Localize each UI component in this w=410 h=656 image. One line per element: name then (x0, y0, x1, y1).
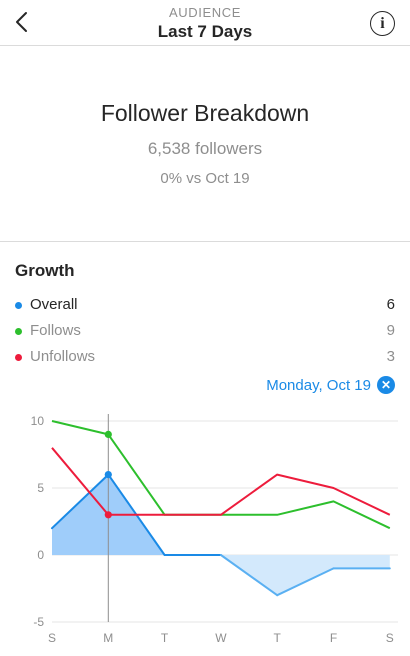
chevron-left-icon (16, 12, 27, 32)
x-tick-label: M (103, 631, 113, 645)
x-tick-label: F (330, 631, 337, 645)
selected-date-chip[interactable]: Monday, Oct 19 ✕ (266, 375, 395, 395)
info-icon: i (380, 14, 385, 32)
legend-row-follows[interactable]: Follows 9 (15, 320, 395, 342)
section-divider (0, 241, 410, 242)
header-title: Last 7 Days (157, 22, 253, 41)
comparison-text: 0% vs Oct 19 (160, 170, 250, 187)
follower-summary: Follower Breakdown 6,538 followers 0% vs… (0, 47, 410, 241)
overall-dot-icon (15, 302, 22, 309)
x-tick-label: S (386, 631, 394, 645)
follows-selected-point (104, 430, 112, 438)
legend-label-overall: Overall (30, 296, 78, 313)
overall-selected-point (104, 471, 112, 479)
legend-value-unfollows: 3 (386, 348, 395, 365)
overall-negative-area (220, 555, 390, 596)
x-tick-label: W (215, 631, 227, 645)
growth-title: Growth (15, 261, 75, 280)
overall-line-segment (276, 567, 335, 597)
header-subtitle: AUDIENCE (169, 5, 241, 20)
legend-row-overall[interactable]: Overall 6 (15, 294, 395, 316)
legend-value-follows: 9 (386, 322, 395, 339)
y-tick-label: 10 (31, 414, 45, 428)
legend-label-unfollows: Unfollows (30, 348, 96, 365)
y-tick-label: -5 (33, 615, 44, 629)
legend-value-overall: 6 (386, 296, 395, 313)
unfollows-selected-point (104, 511, 112, 519)
overall-line-segment (219, 554, 279, 597)
legend-label-follows: Follows (30, 322, 81, 339)
x-tick-label: T (274, 631, 282, 645)
unfollows-dot-icon (15, 354, 22, 361)
summary-title: Follower Breakdown (100, 100, 310, 126)
top-bar: AUDIENCE Last 7 Days i (0, 0, 410, 46)
y-tick-label: 0 (37, 548, 44, 562)
x-tick-label: S (48, 631, 56, 645)
info-button[interactable]: i (370, 11, 395, 36)
y-tick-label: 5 (37, 481, 44, 495)
overall-line-segment (51, 473, 110, 530)
back-button[interactable] (8, 8, 36, 36)
x-tick-label: T (161, 631, 169, 645)
follows-dot-icon (15, 328, 22, 335)
clear-selection-icon[interactable]: ✕ (377, 376, 395, 394)
legend-row-unfollows[interactable]: Unfollows 3 (15, 346, 395, 368)
growth-chart[interactable]: -5 0 5 10 S M T W T F S (0, 400, 410, 656)
selected-date-label: Monday, Oct 19 (266, 376, 371, 394)
follower-count: 6,538 followers (147, 139, 263, 158)
